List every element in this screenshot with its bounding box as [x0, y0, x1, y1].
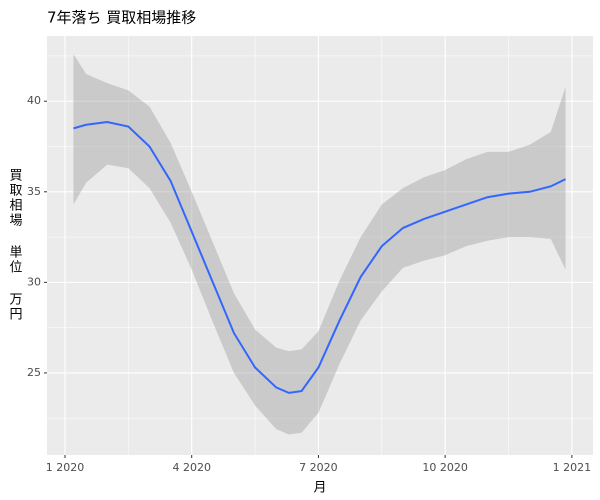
chart-title: 7年落ち 買取相場推移	[47, 9, 196, 27]
trend-line	[73, 121, 566, 394]
confidence-band	[73, 54, 566, 435]
x-tick-label: 1 2020	[46, 461, 85, 474]
y-tick-label: 25	[27, 366, 41, 379]
x-tick-label: 7 2020	[299, 461, 338, 474]
y-tick-label: 35	[27, 185, 41, 198]
x-axis-title: 月	[313, 481, 326, 496]
x-tick-label: 1 2021	[553, 461, 592, 474]
x-tick-label: 4 2020	[172, 461, 211, 474]
plot-panel	[47, 36, 593, 455]
y-tick-label: 40	[27, 94, 41, 107]
y-axis-title: 買取相場 単位 万円	[7, 168, 23, 322]
y-tick-label: 30	[27, 275, 41, 288]
x-tick-label: 10 2020	[422, 461, 468, 474]
